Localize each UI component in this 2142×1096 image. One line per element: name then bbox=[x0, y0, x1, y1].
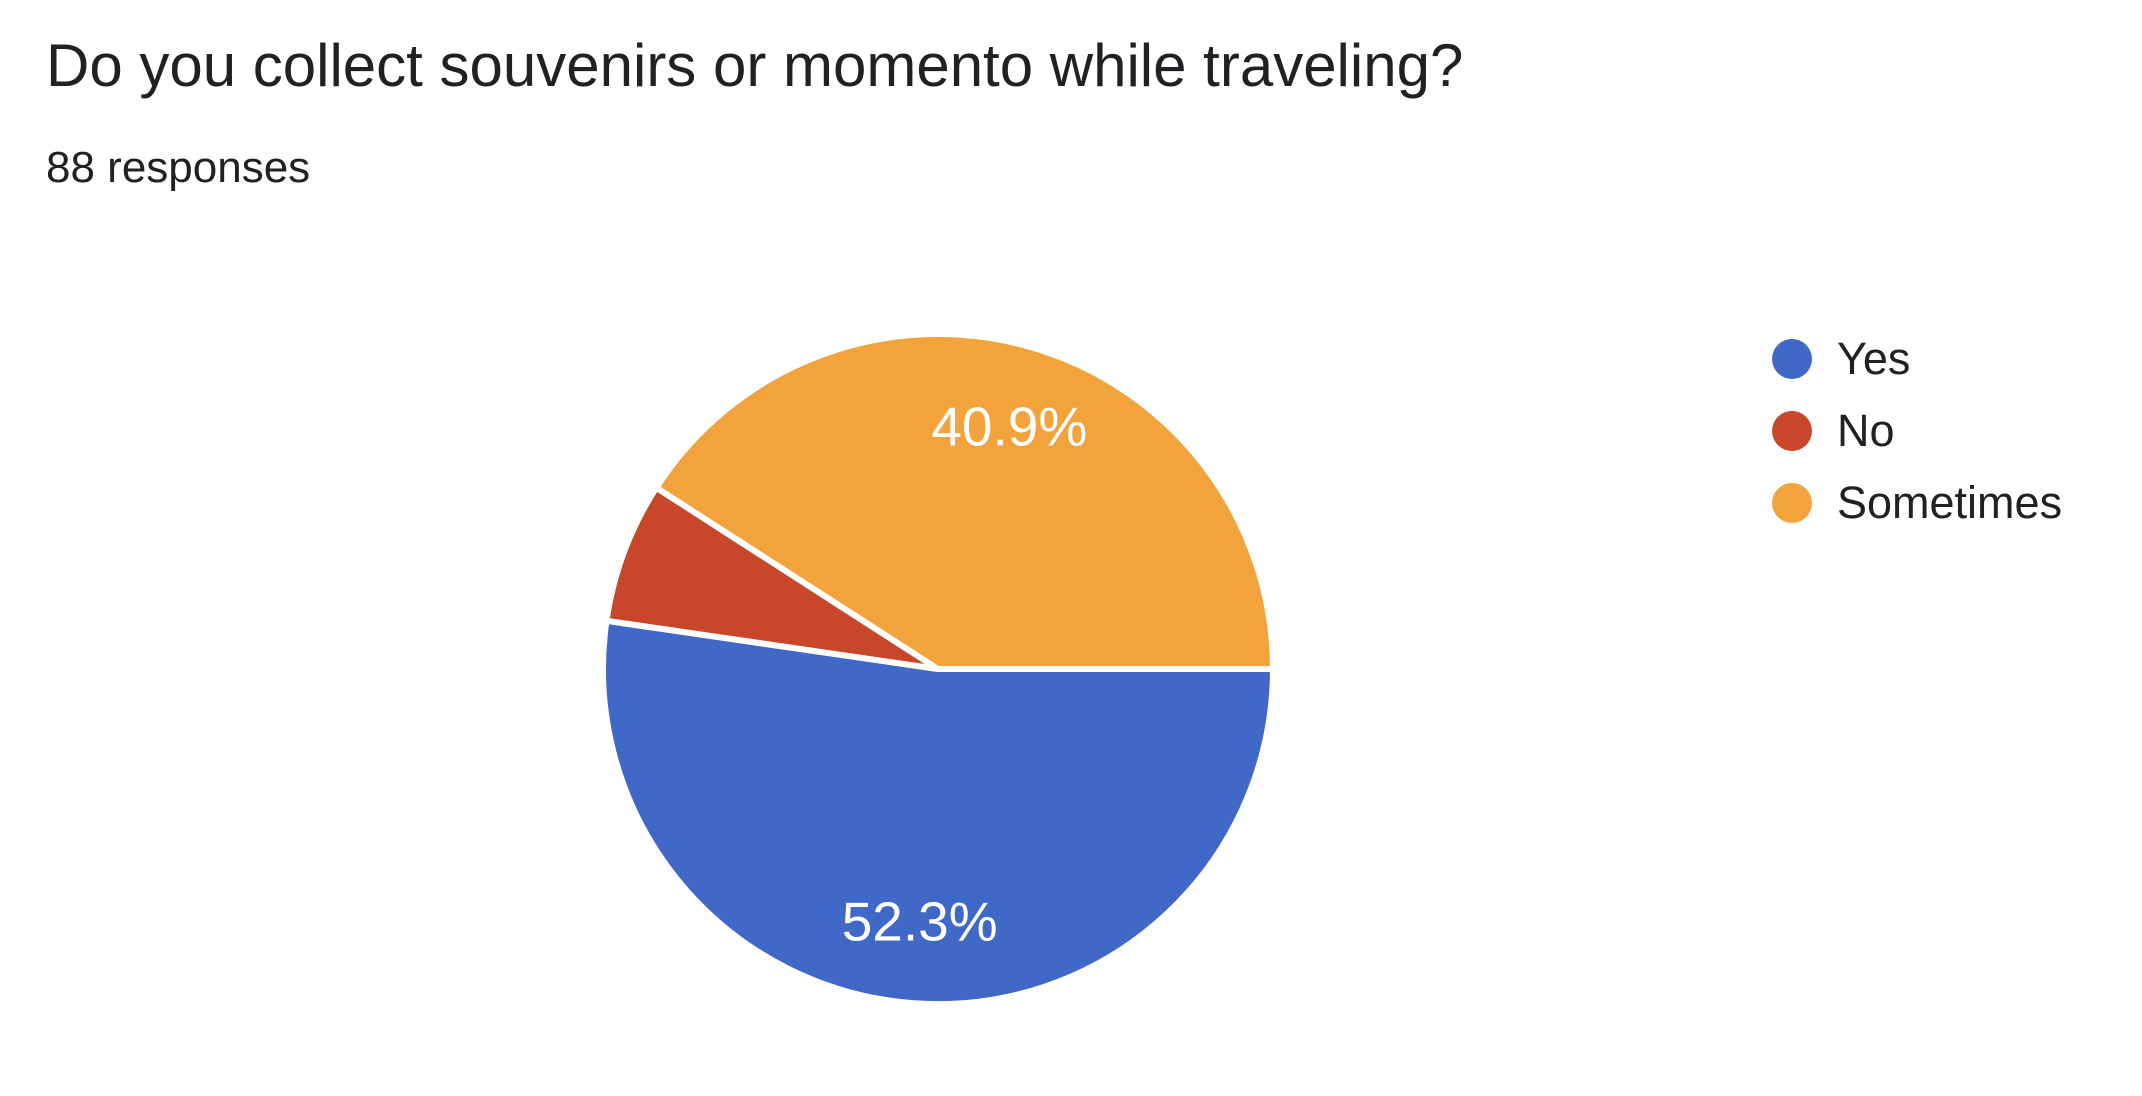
slice-label-yes: 52.3% bbox=[842, 890, 998, 952]
legend-label-no: No bbox=[1837, 405, 1895, 456]
pie-slice-sometimes bbox=[653, 331, 1276, 672]
legend-item-no: No bbox=[1772, 408, 2062, 453]
pie-slice-yes bbox=[600, 617, 1276, 1008]
legend-item-sometimes: Sometimes bbox=[1772, 480, 2062, 525]
response-count: 88 responses bbox=[46, 143, 311, 192]
legend-item-yes: Yes bbox=[1772, 336, 2062, 381]
legend-dot-yes bbox=[1772, 338, 1812, 379]
pie-slice-no bbox=[603, 484, 941, 672]
slice-label-sometimes: 40.9% bbox=[931, 395, 1087, 457]
legend-label-yes: Yes bbox=[1837, 333, 1911, 384]
legend-label-sometimes: Sometimes bbox=[1837, 477, 2063, 528]
legend-dot-no bbox=[1772, 410, 1812, 451]
legend: Yes No Sometimes bbox=[1772, 336, 2062, 525]
legend-dot-sometimes bbox=[1772, 482, 1812, 523]
page-title: Do you collect souvenirs or momento whil… bbox=[46, 32, 1464, 99]
